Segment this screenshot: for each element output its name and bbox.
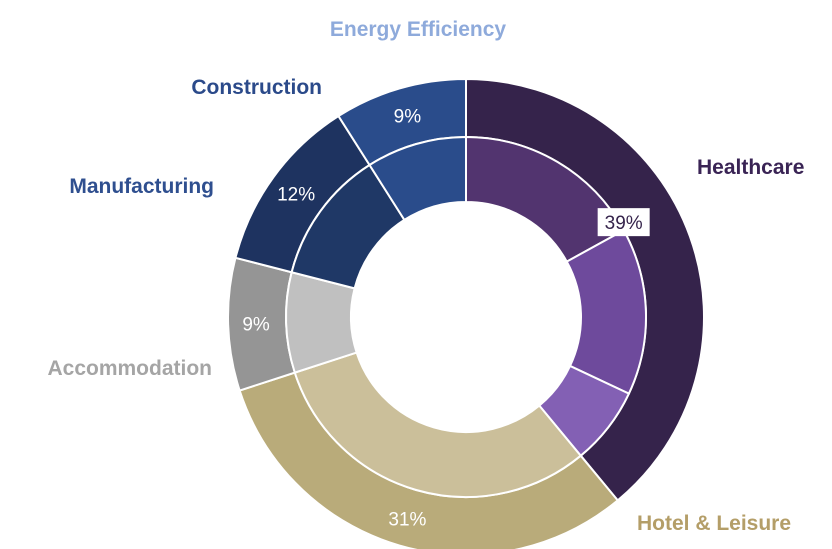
outer-ring xyxy=(227,77,705,549)
value-label-construction: 9% xyxy=(394,106,422,127)
inner-ring xyxy=(285,135,647,498)
category-label-construction: Construction xyxy=(191,76,322,99)
value-label-manufacturing: 12% xyxy=(277,185,315,206)
category-label-hotel-leisure: Hotel & Leisure xyxy=(637,512,791,535)
inner-slice-construction-6 xyxy=(368,135,467,222)
category-label-healthcare: Healthcare xyxy=(697,156,804,179)
category-label-accommodation: Accommodation xyxy=(47,357,212,380)
value-labels: 39% 31% 9% 12% 9% xyxy=(242,106,650,531)
inner-slice-hotel-leisure-3 xyxy=(293,351,583,498)
category-label-manufacturing: Manufacturing xyxy=(69,175,214,198)
category-label-energy-efficiency: Energy Efficiency xyxy=(330,18,507,41)
value-label-accommodation: 9% xyxy=(242,315,270,336)
value-label-healthcare-background xyxy=(597,208,650,237)
value-label-hotel-leisure: 31% xyxy=(388,510,426,531)
value-label-healthcare: 39% xyxy=(605,213,643,234)
